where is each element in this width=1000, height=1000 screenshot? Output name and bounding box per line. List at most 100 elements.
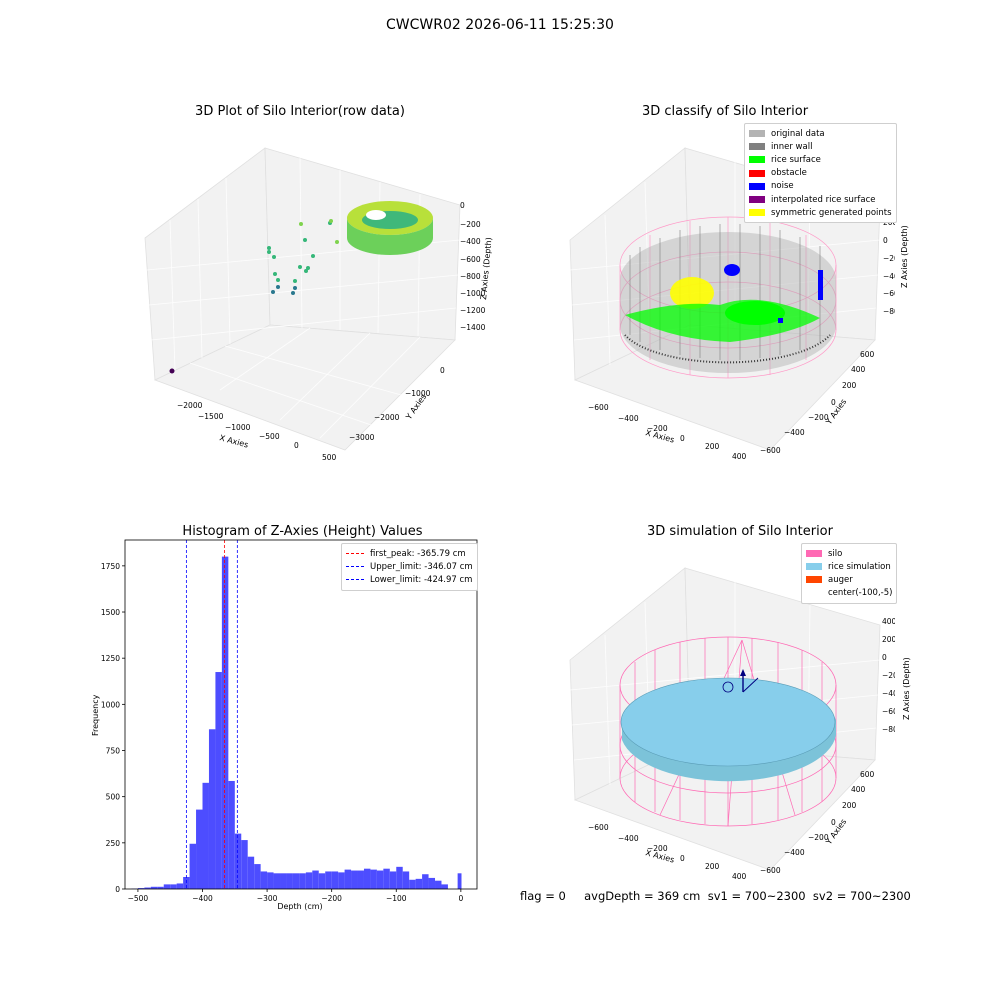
y-tick-label: 1250 — [101, 654, 120, 663]
histogram-legend-item: first_peak: -365.79 cm — [346, 547, 473, 560]
histogram-bar — [280, 873, 287, 889]
histogram-legend-item: Upper_limit: -346.07 cm — [346, 560, 473, 573]
histogram-bar — [234, 833, 242, 889]
simulation-legend-swatch — [806, 550, 822, 558]
classify-legend-label: inner wall — [771, 141, 813, 152]
histogram-bar — [389, 871, 397, 889]
svg-text:0: 0 — [440, 366, 445, 375]
svg-text:−2000: −2000 — [374, 413, 400, 422]
histogram-bar — [415, 878, 423, 889]
x-tick-label: −300 — [257, 894, 278, 903]
svg-text:0: 0 — [680, 854, 685, 863]
histogram-bar — [383, 868, 390, 889]
classify-zlabel: Z Axies (Depth) — [900, 225, 909, 288]
classify-legend-label: symmetric generated points — [771, 207, 892, 218]
svg-text:−200: −200 — [460, 220, 481, 229]
svg-text:400: 400 — [732, 872, 747, 880]
svg-text:−1000: −1000 — [225, 423, 251, 432]
classify-plot-title: 3D classify of Silo Interior — [641, 104, 809, 119]
classify-legend-swatch — [749, 169, 765, 177]
histogram-bar — [157, 886, 164, 889]
svg-text:400: 400 — [882, 617, 895, 626]
svg-text:−800: −800 — [883, 307, 895, 316]
y-tick-label: 0 — [115, 885, 120, 894]
simulation-plot-title: 3D simulation of Silo Interior — [647, 524, 833, 539]
svg-text:400: 400 — [851, 785, 866, 794]
histogram-bar — [305, 872, 313, 889]
svg-text:−800: −800 — [460, 272, 481, 281]
svg-text:−600: −600 — [760, 446, 781, 455]
svg-text:−200: −200 — [808, 413, 829, 422]
svg-text:400: 400 — [732, 452, 747, 460]
histogram-bar — [273, 873, 281, 889]
histogram-ylabel: Frequency — [91, 694, 100, 736]
histogram-bar — [338, 872, 345, 889]
svg-text:0: 0 — [831, 818, 836, 827]
simulation-legend-item: rice simulation — [806, 560, 892, 573]
auger-marker — [722, 669, 759, 693]
svg-text:200: 200 — [705, 442, 720, 451]
simulation-legend-swatch — [806, 563, 822, 571]
histogram-bar — [370, 869, 377, 889]
svg-text:−1500: −1500 — [198, 412, 224, 421]
svg-text:−200: −200 — [647, 424, 668, 433]
y-tick-label: 1750 — [101, 562, 120, 571]
classify-legend-label: interpolated rice surface — [771, 194, 876, 205]
svg-text:−200: −200 — [647, 844, 668, 853]
svg-text:0: 0 — [882, 653, 887, 662]
histogram-bar — [163, 884, 171, 889]
histogram-bar — [428, 877, 436, 889]
raw-plot-title: 3D Plot of Silo Interior(row data) — [195, 104, 405, 119]
y-tick-label: 250 — [106, 839, 121, 848]
histogram-bar — [292, 873, 300, 889]
histogram-legend-item: Lower_limit: -424.97 cm — [346, 573, 473, 586]
svg-text:−400: −400 — [460, 237, 481, 246]
svg-text:−600: −600 — [460, 255, 481, 264]
svg-text:−400: −400 — [784, 428, 805, 437]
histogram-bar — [441, 884, 448, 889]
simulation-legend-label: auger — [828, 574, 853, 585]
histogram-bar — [228, 780, 235, 889]
histogram-bar — [202, 782, 209, 889]
simulation-legend-swatch — [806, 576, 822, 584]
histogram-bar — [457, 873, 462, 889]
classify-legend-swatch — [749, 130, 765, 138]
histogram-bar — [137, 888, 145, 889]
histogram-legend-line — [346, 553, 364, 555]
classify-legend-swatch — [749, 143, 765, 151]
svg-text:200: 200 — [705, 862, 720, 871]
svg-text:600: 600 — [860, 350, 875, 359]
histogram-bar — [409, 879, 416, 889]
histogram-chart: −500 −400 −300 −200 −100 0 0 250 500 750 1000 1250 1… — [101, 539, 478, 903]
svg-text:−400: −400 — [882, 689, 895, 698]
rice-simulation-surface — [620, 677, 836, 782]
raw-xlabel: X Axies — [218, 433, 249, 449]
histogram-legend: first_peak: -365.79 cm Upper_limit: -346.… — [341, 543, 478, 591]
y-tick-label: 750 — [106, 747, 121, 756]
classify-legend-item: original data — [749, 127, 892, 140]
simulation-legend-label: center(-100,-5) — [828, 588, 893, 599]
classify-legend-item: inner wall — [749, 140, 892, 153]
histogram-bar — [376, 870, 384, 889]
simulation-legend-label: rice simulation — [828, 561, 891, 572]
histogram-bar — [150, 886, 158, 889]
histogram-legend-label: Lower_limit: -424.97 cm — [370, 574, 473, 585]
histogram-bar — [208, 729, 216, 889]
svg-text:−1000: −1000 — [460, 289, 486, 298]
histogram-frame — [124, 539, 478, 890]
histogram-bar — [357, 870, 364, 889]
classify-legend-label: rice surface — [771, 154, 821, 165]
svg-text:−1200: −1200 — [460, 306, 486, 315]
svg-text:200: 200 — [882, 635, 895, 644]
svg-text:0: 0 — [460, 201, 465, 210]
histogram-bar — [286, 873, 293, 889]
simulation-legend-label: silo — [828, 548, 843, 559]
histogram-bar — [267, 872, 274, 889]
histogram-bar — [215, 672, 222, 889]
histogram-bar — [299, 873, 306, 889]
svg-text:−200: −200 — [808, 833, 829, 842]
x-tick-label: −500 — [128, 894, 149, 903]
histogram-bar — [196, 809, 203, 889]
y-tick-label: 500 — [106, 793, 121, 802]
simulation-legend-swatch — [806, 590, 822, 597]
